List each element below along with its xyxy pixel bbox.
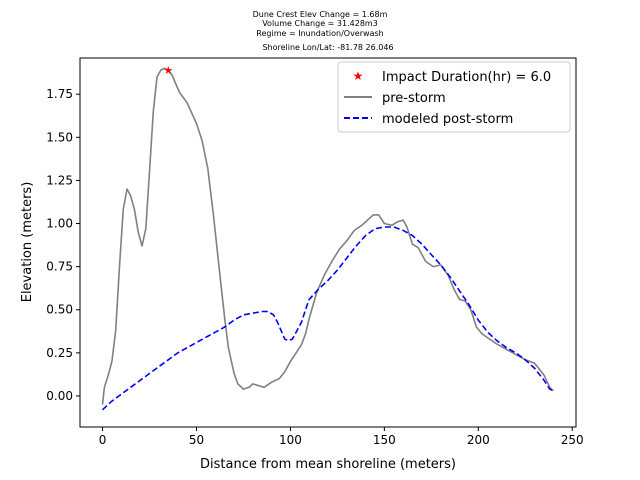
x-tick-label: 200 [467, 433, 490, 447]
series-line-post-storm [101, 226, 554, 411]
annotation-dune-crest: Dune Crest Elev Change = 1.68m [253, 10, 388, 19]
y-tick-label: 1.00 [46, 217, 73, 231]
annotation-volume-change: Volume Change = 31.428m3 [262, 19, 378, 28]
annotation-regime: Regime = Inundation/Overwash [256, 29, 383, 38]
x-tick-label: 50 [189, 433, 204, 447]
annotation-shoreline-lonlat: Shoreline Lon/Lat: -81.78 26.046 [262, 43, 393, 52]
legend-label-pre-storm: pre-storm [382, 91, 446, 106]
x-tick-label: 250 [561, 433, 584, 447]
legend-marker-star: ★ [353, 69, 364, 83]
impact-duration-star-marker: ★ [163, 64, 173, 77]
y-tick-label: 0.50 [46, 303, 73, 317]
legend-label-post-storm: modeled post-storm [382, 112, 513, 127]
y-axis-label: Elevation (meters) [20, 182, 35, 303]
y-tick-label: 0.25 [46, 346, 73, 360]
y-tick-label: 0.00 [46, 389, 73, 403]
y-tick-label: 1.75 [46, 87, 73, 101]
legend-label-impact-duration: Impact Duration(hr) = 6.0 [382, 70, 551, 85]
legend: ★ Impact Duration(hr) = 6.0 pre-storm mo… [337, 61, 571, 133]
x-tick-label: 0 [99, 433, 107, 447]
x-tick-label: 100 [279, 433, 302, 447]
y-tick-label: 1.25 [46, 173, 73, 187]
legend-frame [337, 61, 571, 133]
y-tick-label: 1.50 [46, 130, 73, 144]
x-axis-label: Distance from mean shoreline (meters) [200, 457, 456, 472]
plot-area-frame [79, 57, 577, 428]
series-line-pre-storm [101, 67, 555, 405]
y-tick-label: 0.75 [46, 260, 73, 274]
x-tick-label: 150 [373, 433, 396, 447]
